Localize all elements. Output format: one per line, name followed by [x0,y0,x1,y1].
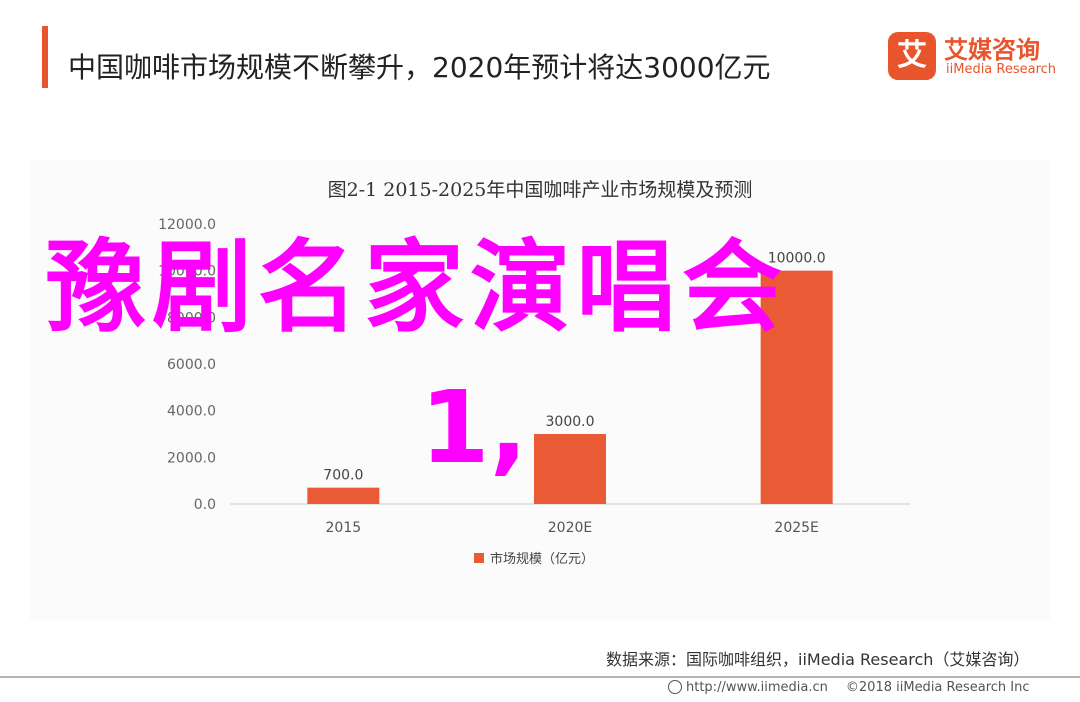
footer-copyright: ©2018 iiMedia Research Inc [845,680,1030,695]
x-tick-label: 2015 [326,520,362,536]
chart-area: 图2-1 2015-2025年中国咖啡产业市场规模及预测 0.0 2000.0 400… [30,160,1050,620]
y-tick-label: 4000.0 [167,404,216,420]
brand-logo: 艾 艾媒咨询 iiMedia Research [888,30,1068,86]
x-tick-label: 2020E [548,520,592,536]
overlay-text-line1: 豫剧名家演唱会 [46,229,788,346]
bar-chart: 图2-1 2015-2025年中国咖啡产业市场规模及预测 0.0 2000.0 400… [158,179,910,567]
logo-name-cn: 艾媒咨询 [944,36,1040,64]
legend-swatch [474,553,484,563]
y-tick-label: 12000.0 [158,217,216,233]
globe-icon [668,680,682,694]
x-tick-label: 2025E [774,520,818,536]
y-tick-label: 10000.0 [158,264,216,280]
footer-divider [0,676,1080,678]
data-label: 700.0 [323,468,363,484]
bar [534,434,606,504]
y-tick-label: 8000.0 [167,310,216,326]
bar [307,487,380,504]
source-note: 数据来源：国际咖啡组织，iiMedia Research（艾媒咨询） [606,650,1030,669]
header-accent-bar [42,26,48,88]
y-tick-label: 6000.0 [167,357,216,373]
footer-url[interactable]: http://www.iimedia.cn [686,680,828,695]
bar [760,270,833,504]
legend-label: 市场规模（亿元） [490,551,594,567]
footer: http://www.iimedia.cn ©2018 iiMedia Resea… [668,680,1030,695]
y-tick-label: 2000.0 [167,450,216,466]
logo-mark-icon: 艾 [888,32,936,80]
chart-title: 图2-1 2015-2025年中国咖啡产业市场规模及预测 [328,179,753,201]
logo-name-en: iiMedia Research [946,62,1057,77]
overlay-text-line2: 1, [420,369,528,486]
data-label: 3000.0 [546,414,595,430]
page-title: 中国咖啡市场规模不断攀升，2020年预计将达3000亿元 [68,51,771,84]
data-label: 10000.0 [768,251,826,267]
y-tick-label: 0.0 [194,497,216,513]
